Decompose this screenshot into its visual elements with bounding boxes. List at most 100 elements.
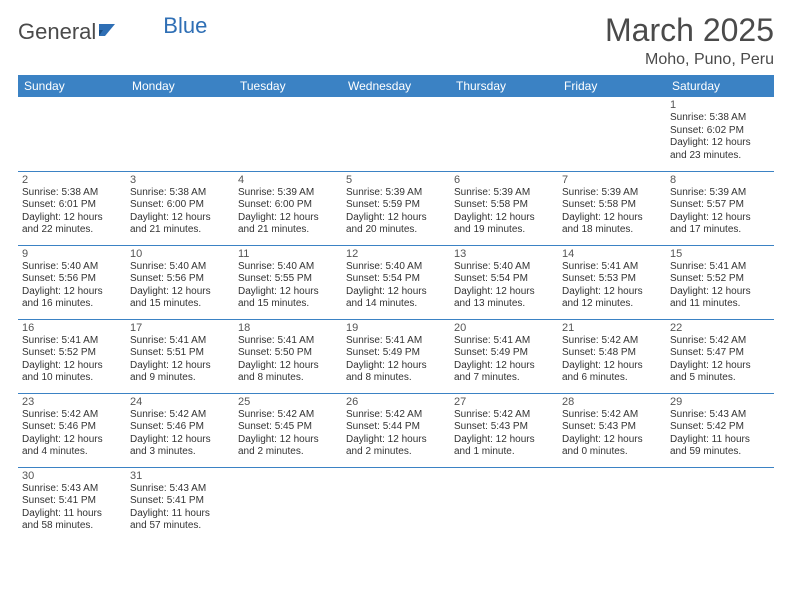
calendar-week-row: 16 Sunrise: 5:41 AM Sunset: 5:52 PM Dayligh… — [18, 319, 774, 393]
day-info-line: and 13 minutes. — [454, 298, 554, 311]
day-number: 8 — [670, 174, 770, 186]
day-info: Sunrise: 5:41 AMSunset: 5:52 PMDaylight:… — [670, 261, 770, 311]
day-info-line: Sunrise: 5:41 AM — [238, 335, 338, 348]
calendar-day-cell: 2Sunrise: 5:38 AMSunset: 6:01 PMDaylight… — [18, 171, 126, 245]
calendar-day-cell: 7Sunrise: 5:39 AMSunset: 5:58 PMDaylight… — [558, 171, 666, 245]
calendar-day-cell: 3Sunrise: 5:38 AMSunset: 6:00 PMDaylight… — [126, 171, 234, 245]
calendar-day-cell: 8Sunrise: 5:39 AMSunset: 5:57 PMDaylight… — [666, 171, 774, 245]
day-number: 17 — [130, 322, 230, 334]
day-info-line: and 2 minutes. — [346, 446, 446, 459]
day-info-line: Daylight: 12 hours — [130, 434, 230, 447]
day-info-line: Sunset: 5:52 PM — [22, 347, 122, 360]
day-info-line: Daylight: 12 hours — [562, 212, 662, 225]
weekday-header: Tuesday — [234, 75, 342, 97]
day-info-line: and 21 minutes. — [238, 224, 338, 237]
day-info-line: Daylight: 12 hours — [454, 360, 554, 373]
day-info: Sunrise: 5:41 AMSunset: 5:53 PMDaylight:… — [562, 261, 662, 311]
day-number: 31 — [130, 470, 230, 482]
weekday-header: Thursday — [450, 75, 558, 97]
calendar-empty-cell — [558, 467, 666, 541]
calendar-empty-cell — [234, 97, 342, 171]
calendar-empty-cell — [342, 467, 450, 541]
day-info-line: Sunrise: 5:42 AM — [670, 335, 770, 348]
calendar-day-cell: 20Sunrise: 5:41 AMSunset: 5:49 PMDayligh… — [450, 319, 558, 393]
calendar-day-cell: 10Sunrise: 5:40 AMSunset: 5:56 PMDayligh… — [126, 245, 234, 319]
day-number: 15 — [670, 248, 770, 260]
calendar-day-cell: 13Sunrise: 5:40 AMSunset: 5:54 PMDayligh… — [450, 245, 558, 319]
day-info-line: and 22 minutes. — [22, 224, 122, 237]
day-info-line: Sunrise: 5:43 AM — [130, 483, 230, 496]
day-info: Sunrise: 5:41 AMSunset: 5:49 PMDaylight:… — [454, 335, 554, 385]
day-number: 9 — [22, 248, 122, 260]
day-info-line: and 2 minutes. — [238, 446, 338, 459]
day-info-line: and 4 minutes. — [22, 446, 122, 459]
day-info-line: and 16 minutes. — [22, 298, 122, 311]
day-info-line: Sunrise: 5:39 AM — [346, 187, 446, 200]
day-info: Sunrise: 5:40 AMSunset: 5:55 PMDaylight:… — [238, 261, 338, 311]
calendar-day-cell: 1Sunrise: 5:38 AMSunset: 6:02 PMDaylight… — [666, 97, 774, 171]
day-info-line: Sunrise: 5:42 AM — [562, 335, 662, 348]
day-info-line: and 23 minutes. — [670, 150, 770, 163]
day-info-line: Sunrise: 5:39 AM — [454, 187, 554, 200]
day-info-line: Sunset: 5:52 PM — [670, 273, 770, 286]
day-info-line: Sunset: 5:46 PM — [22, 421, 122, 434]
calendar-day-cell: 21Sunrise: 5:42 AMSunset: 5:48 PMDayligh… — [558, 319, 666, 393]
day-info-line: Sunrise: 5:38 AM — [670, 112, 770, 125]
calendar-day-cell: 11Sunrise: 5:40 AMSunset: 5:55 PMDayligh… — [234, 245, 342, 319]
day-number: 5 — [346, 174, 446, 186]
calendar-empty-cell — [558, 97, 666, 171]
day-info-line: and 14 minutes. — [346, 298, 446, 311]
day-info-line: Sunrise: 5:40 AM — [454, 261, 554, 274]
calendar-body: 1Sunrise: 5:38 AMSunset: 6:02 PMDaylight… — [18, 97, 774, 541]
day-info: Sunrise: 5:38 AMSunset: 6:01 PMDaylight:… — [22, 187, 122, 237]
day-info-line: Daylight: 12 hours — [22, 286, 122, 299]
day-number: 27 — [454, 396, 554, 408]
day-info-line: and 7 minutes. — [454, 372, 554, 385]
calendar-day-cell: 23Sunrise: 5:42 AMSunset: 5:46 PMDayligh… — [18, 393, 126, 467]
day-info-line: Sunset: 5:58 PM — [454, 199, 554, 212]
weekday-header: Sunday — [18, 75, 126, 97]
day-info-line: and 18 minutes. — [562, 224, 662, 237]
day-number: 16 — [22, 322, 122, 334]
day-info-line: Sunrise: 5:42 AM — [454, 409, 554, 422]
day-number: 6 — [454, 174, 554, 186]
day-info-line: Daylight: 12 hours — [346, 360, 446, 373]
day-number: 21 — [562, 322, 662, 334]
day-info-line: Daylight: 11 hours — [670, 434, 770, 447]
day-info: Sunrise: 5:43 AMSunset: 5:41 PMDaylight:… — [130, 483, 230, 533]
day-info-line: Sunset: 5:44 PM — [346, 421, 446, 434]
day-info-line: and 5 minutes. — [670, 372, 770, 385]
day-info-line: Sunset: 5:54 PM — [346, 273, 446, 286]
calendar-day-cell: 24Sunrise: 5:42 AMSunset: 5:46 PMDayligh… — [126, 393, 234, 467]
day-info-line: Sunrise: 5:42 AM — [130, 409, 230, 422]
day-info: Sunrise: 5:43 AMSunset: 5:41 PMDaylight:… — [22, 483, 122, 533]
day-number: 19 — [346, 322, 446, 334]
calendar-empty-cell — [450, 467, 558, 541]
day-info-line: Sunset: 5:56 PM — [22, 273, 122, 286]
calendar-day-cell: 4Sunrise: 5:39 AMSunset: 6:00 PMDaylight… — [234, 171, 342, 245]
day-info-line: Sunrise: 5:39 AM — [562, 187, 662, 200]
day-info-line: Sunset: 5:46 PM — [130, 421, 230, 434]
day-info-line: Daylight: 12 hours — [238, 212, 338, 225]
day-info-line: Sunset: 6:00 PM — [130, 199, 230, 212]
day-info-line: Daylight: 12 hours — [454, 434, 554, 447]
day-info: Sunrise: 5:39 AMSunset: 5:58 PMDaylight:… — [562, 187, 662, 237]
day-info-line: and 12 minutes. — [562, 298, 662, 311]
calendar-day-cell: 31Sunrise: 5:43 AMSunset: 5:41 PMDayligh… — [126, 467, 234, 541]
day-info-line: Daylight: 12 hours — [346, 286, 446, 299]
day-info-line: Daylight: 12 hours — [130, 286, 230, 299]
day-info-line: Daylight: 12 hours — [670, 212, 770, 225]
day-info-line: Sunset: 5:55 PM — [238, 273, 338, 286]
day-info: Sunrise: 5:39 AMSunset: 5:58 PMDaylight:… — [454, 187, 554, 237]
day-info-line: Daylight: 12 hours — [670, 360, 770, 373]
day-info-line: Sunset: 5:41 PM — [130, 495, 230, 508]
day-info-line: and 59 minutes. — [670, 446, 770, 459]
day-info-line: and 21 minutes. — [130, 224, 230, 237]
title-block: March 2025 Moho, Puno, Peru — [605, 12, 774, 69]
calendar-day-cell: 25Sunrise: 5:42 AMSunset: 5:45 PMDayligh… — [234, 393, 342, 467]
day-info-line: Sunset: 5:56 PM — [130, 273, 230, 286]
day-info-line: Daylight: 12 hours — [454, 212, 554, 225]
logo-text-general: General — [18, 19, 96, 45]
day-info-line: Daylight: 12 hours — [562, 286, 662, 299]
day-number: 11 — [238, 248, 338, 260]
